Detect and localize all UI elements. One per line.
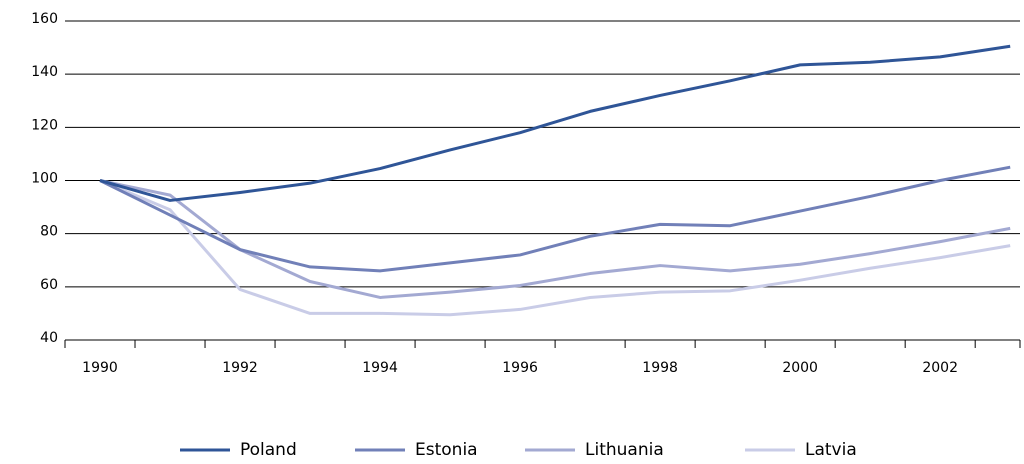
y-tick-label: 60 [40,277,58,293]
x-tick-label: 1996 [502,360,538,376]
x-tick-label: 1994 [362,360,398,376]
x-tick-label: 2000 [782,360,818,376]
legend-label: Estonia [415,440,478,460]
y-tick-label: 40 [40,330,58,346]
series-line [99,179,1011,299]
y-tick-label: 80 [40,224,58,240]
x-tick-label: 1992 [222,360,258,376]
y-tick-label: 140 [31,64,58,80]
legend-label: Lithuania [585,440,664,460]
series-line [99,44,1011,202]
x-tick-label: 2002 [922,360,958,376]
x-tick-label: 1998 [642,360,678,376]
x-tick-label: 1990 [82,360,118,376]
y-tick-label: 120 [31,117,58,133]
y-tick-label: 160 [31,11,58,27]
y-tick-label: 100 [31,171,58,187]
legend-label: Poland [240,440,297,460]
series-line [99,179,1011,317]
legend-label: Latvia [805,440,857,460]
series-line [99,165,1011,273]
